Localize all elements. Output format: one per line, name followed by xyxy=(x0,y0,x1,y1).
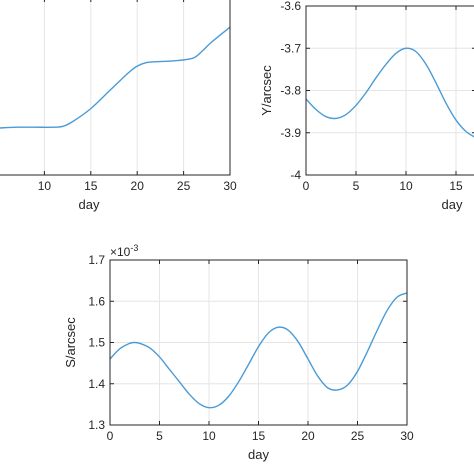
tick-marks xyxy=(43,0,231,175)
y-tick-label: 1.7 xyxy=(88,253,105,267)
x-tick-labels: 0 5 10 15 xyxy=(303,179,463,193)
y-tick-labels: 1.3 1.4 1.5 1.6 1.7 xyxy=(88,253,105,432)
y-tick-label: -3.8 xyxy=(280,84,301,98)
x-tick-label: 10 xyxy=(202,429,216,443)
x-tick-label: 15 xyxy=(252,429,266,443)
series-line xyxy=(305,47,474,138)
y-tick-label: 1.6 xyxy=(88,294,105,308)
x-tick-label: 15 xyxy=(84,179,98,193)
chart-panel-top-right: 0 5 10 15 -4 -3.9 -3.8 -3.7 -3.6 day Y/arcsec xyxy=(259,0,474,212)
x-tick-label: 30 xyxy=(400,429,414,443)
x-axis-label: day xyxy=(79,197,100,212)
y-tick-label: 1.5 xyxy=(88,336,105,350)
x-tick-label: 0 xyxy=(303,179,310,193)
grid-lines xyxy=(305,5,474,176)
y-tick-label: -3.6 xyxy=(280,0,301,13)
x-tick-label: 30 xyxy=(223,179,237,193)
x-tick-labels: 10 15 20 25 30 xyxy=(38,179,237,193)
x-tick-label: 0 xyxy=(107,429,114,443)
exponent-base: ×10 xyxy=(110,245,131,259)
x-tick-label: 5 xyxy=(353,179,360,193)
y-tick-label: -3.9 xyxy=(280,126,301,140)
x-axis-label: day xyxy=(442,197,463,212)
y-axis-label: Y/arcsec xyxy=(259,65,274,116)
tick-marks xyxy=(305,5,474,176)
grid-lines xyxy=(43,0,231,175)
x-tick-label: 5 xyxy=(156,429,163,443)
x-tick-labels: 0 5 10 15 20 25 30 xyxy=(107,429,414,443)
tick-marks xyxy=(109,259,408,426)
chart-panel-bottom: 0 5 10 15 20 25 30 1.3 1.4 1.5 1.6 1.7 day S/arcse… xyxy=(63,243,414,462)
grid-lines xyxy=(109,259,408,426)
y-axis-label: S/arcsec xyxy=(63,317,78,368)
y-tick-label: -4 xyxy=(290,168,301,182)
axes-frame xyxy=(0,0,231,176)
x-axis-label: day xyxy=(248,447,269,462)
x-tick-label: 20 xyxy=(131,179,145,193)
x-tick-label: 20 xyxy=(301,429,315,443)
y-tick-labels: -4 -3.9 -3.8 -3.7 -3.6 xyxy=(280,0,301,182)
x-tick-label: 10 xyxy=(399,179,413,193)
y-tick-label: 1.4 xyxy=(88,377,105,391)
x-tick-label: 25 xyxy=(177,179,191,193)
y-tick-label: 1.3 xyxy=(88,418,105,432)
y-axis-exponent: ×10-3 xyxy=(110,243,138,259)
exponent-power: -3 xyxy=(130,243,138,253)
series-line xyxy=(109,292,408,409)
x-tick-label: 15 xyxy=(449,179,463,193)
y-tick-label: -3.7 xyxy=(280,41,301,55)
x-tick-label: 10 xyxy=(38,179,52,193)
series-line xyxy=(0,26,231,129)
chart-panel-top-left: 10 15 20 25 30 day xyxy=(0,0,237,212)
x-tick-label: 25 xyxy=(351,429,365,443)
